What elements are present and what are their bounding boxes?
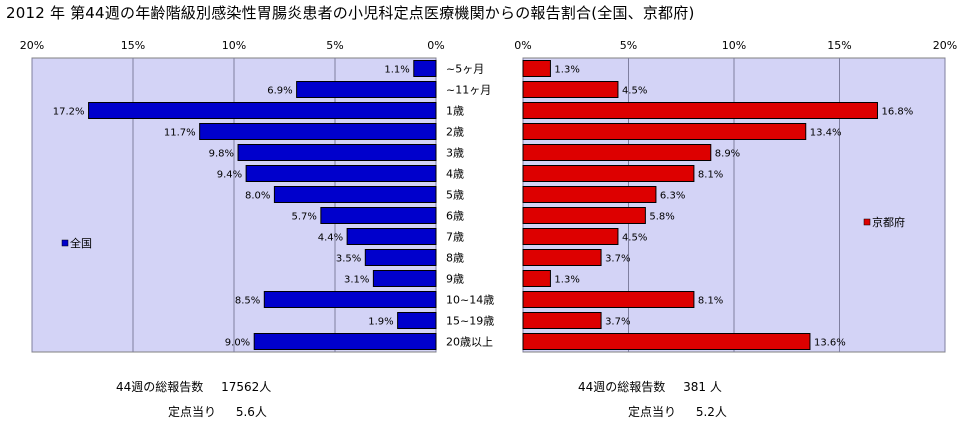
left-bar	[245, 165, 437, 182]
category-label: 10~14歳	[446, 294, 494, 307]
right-bar	[522, 165, 695, 182]
right-data-label: 13.6%	[814, 338, 846, 349]
left-x-tick-label: 5%	[326, 39, 343, 52]
right-bar	[522, 60, 551, 77]
left-bar	[346, 228, 437, 245]
left-data-label: 4.4%	[318, 233, 343, 244]
right-data-label: 13.4%	[810, 128, 842, 139]
left-x-tick-label: 15%	[121, 39, 145, 52]
footer-left-per-value: 5.6人	[235, 405, 267, 419]
right-bar	[522, 228, 619, 245]
footer-right-per-label: 定点当り	[628, 405, 677, 419]
left-bar	[397, 312, 437, 329]
left-bar	[320, 207, 437, 224]
right-x-tick-label: 0%	[514, 39, 531, 52]
left-bar	[273, 186, 437, 203]
category-label: 1歳	[446, 105, 464, 118]
category-label: 6歳	[446, 210, 464, 223]
right-data-label: 1.3%	[554, 65, 579, 76]
right-data-label: 8.9%	[715, 149, 740, 160]
right-data-label: 8.1%	[698, 170, 723, 181]
footer-left-total: 44週の総報告数 17562人	[116, 378, 271, 395]
category-label: 15~19歳	[446, 315, 494, 328]
left-bar	[364, 249, 437, 266]
right-bar	[522, 207, 646, 224]
category-label: 2歳	[446, 126, 464, 139]
left-x-tick-label: 10%	[222, 39, 246, 52]
category-label: 8歳	[446, 252, 464, 265]
left-bar	[372, 270, 437, 287]
left-data-label: 9.8%	[209, 149, 234, 160]
left-bar	[253, 333, 437, 350]
right-data-label: 3.7%	[605, 317, 630, 328]
right-data-label: 4.5%	[622, 86, 647, 97]
left-data-label: 9.4%	[217, 170, 242, 181]
footer-left-total-label: 44週の総報告数	[116, 380, 204, 394]
category-label: ~5ヶ月	[446, 63, 484, 76]
left-bar	[413, 60, 437, 77]
right-x-tick-label: 5%	[620, 39, 637, 52]
left-data-label: 5.7%	[291, 212, 316, 223]
footer-right-total-label: 44週の総報告数	[578, 380, 666, 394]
right-legend-label: 京都府	[872, 215, 905, 229]
left-bar	[88, 102, 437, 119]
right-bar	[522, 291, 695, 308]
left-x-tick-label: 0%	[427, 39, 444, 52]
left-data-label: 8.0%	[245, 191, 270, 202]
right-data-label: 8.1%	[698, 296, 723, 307]
left-bar	[237, 144, 437, 161]
right-bar	[522, 144, 712, 161]
right-data-label: 16.8%	[881, 107, 913, 118]
category-label: 9歳	[446, 273, 464, 286]
right-x-tick-label: 10%	[722, 39, 746, 52]
right-bar	[522, 123, 807, 140]
right-bar	[522, 249, 602, 266]
left-data-label: 1.9%	[368, 317, 393, 328]
left-data-label: 11.7%	[164, 128, 196, 139]
left-bar	[296, 81, 437, 98]
right-bar	[522, 102, 878, 119]
left-data-label: 3.5%	[336, 254, 361, 265]
right-data-label: 3.7%	[605, 254, 630, 265]
category-label: ~11ヶ月	[446, 84, 491, 97]
right-legend-swatch	[863, 218, 871, 226]
left-bar	[199, 123, 437, 140]
left-x-tick-label: 20%	[20, 39, 44, 52]
category-label: 3歳	[446, 147, 464, 160]
right-data-label: 4.5%	[622, 233, 647, 244]
right-x-tick-label: 15%	[827, 39, 851, 52]
left-bar	[263, 291, 437, 308]
left-data-label: 1.1%	[384, 65, 409, 76]
right-data-label: 1.3%	[554, 275, 579, 286]
chart-title: 2012 年 第44週の年齢階級別感染性胃腸炎患者の小児科定点医療機関からの報告…	[6, 4, 695, 22]
category-label: 20歳以上	[446, 336, 493, 349]
footer-right-total-value: 381 人	[683, 380, 722, 394]
right-bar	[522, 81, 619, 98]
left-data-label: 17.2%	[53, 107, 85, 118]
right-bar	[522, 270, 551, 287]
right-data-label: 6.3%	[660, 191, 685, 202]
right-bar	[522, 186, 657, 203]
left-legend-swatch	[61, 239, 69, 247]
footer-left-per-label: 定点当り	[168, 405, 217, 419]
left-data-label: 3.1%	[344, 275, 369, 286]
left-data-label: 9.0%	[225, 338, 250, 349]
footer-right-per-value: 5.2人	[695, 405, 727, 419]
right-bar	[522, 333, 811, 350]
category-label: 5歳	[446, 189, 464, 202]
right-data-label: 5.8%	[649, 212, 674, 223]
footer-left-total-value: 17562人	[221, 380, 272, 394]
left-legend-label: 全国	[70, 236, 92, 250]
footer-right-per: 定点当り 5.2人	[628, 403, 727, 420]
left-data-label: 8.5%	[235, 296, 260, 307]
category-label: 4歳	[446, 168, 464, 181]
category-label: 7歳	[446, 231, 464, 244]
right-x-tick-label: 20%	[933, 39, 957, 52]
footer-right-total: 44週の総報告数 381 人	[578, 378, 722, 395]
left-data-label: 6.9%	[267, 86, 292, 97]
right-bar	[522, 312, 602, 329]
footer-left-per: 定点当り 5.6人	[168, 403, 267, 420]
